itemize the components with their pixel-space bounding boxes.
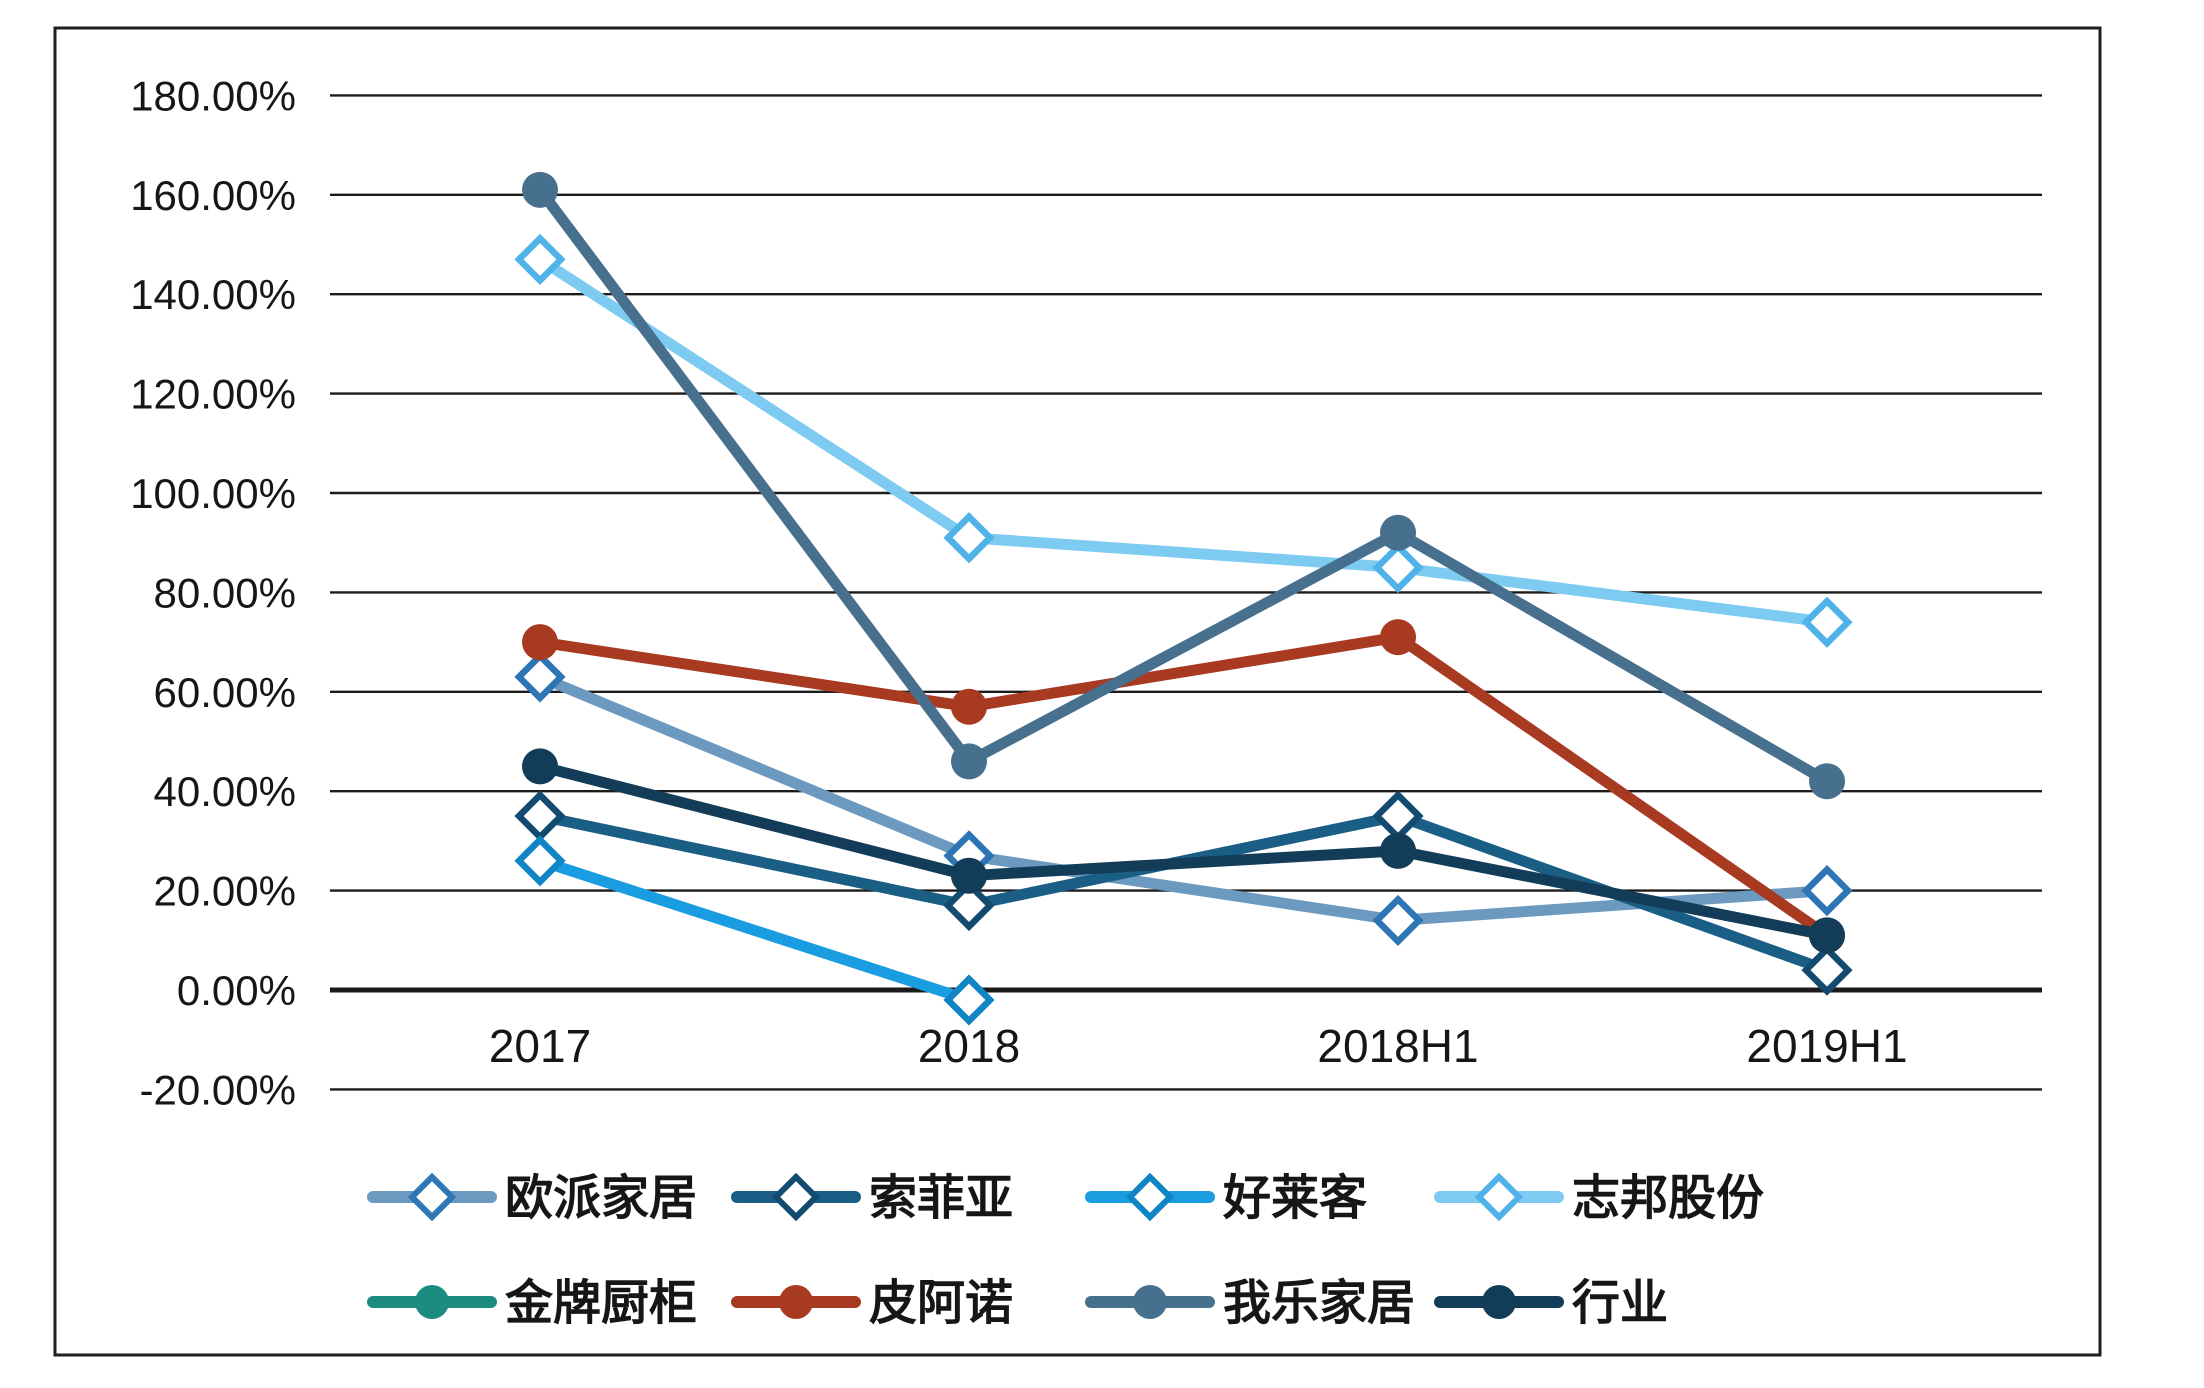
legend-label-oppein: 欧派家居 bbox=[505, 1172, 697, 1225]
marker-industry bbox=[1380, 832, 1416, 869]
legend-item-holike: 好莱客 bbox=[1085, 1172, 1367, 1225]
marker-suofeiya bbox=[1801, 944, 1853, 996]
marker-oppein bbox=[1372, 894, 1424, 947]
series-line-wole bbox=[534, 184, 1833, 787]
series-line-oppein bbox=[534, 671, 1833, 926]
y-tick-label: 120.00% bbox=[130, 371, 296, 418]
legend-marker-industry bbox=[1482, 1285, 1516, 1319]
series-line-holike bbox=[534, 855, 975, 1006]
marker-oppein bbox=[514, 651, 566, 703]
series-line-industry bbox=[534, 760, 1833, 941]
y-tick-label: 140.00% bbox=[130, 271, 296, 318]
marker-industry bbox=[951, 857, 987, 894]
marker-piano bbox=[951, 688, 987, 725]
y-tick-label: 20.00% bbox=[154, 868, 296, 915]
y-tick-label: 100.00% bbox=[130, 470, 296, 517]
legend-item-suofeiya: 索菲亚 bbox=[731, 1172, 1013, 1225]
legend-label-goldhome: 金牌厨柜 bbox=[504, 1277, 697, 1330]
legend-marker-suofeiya bbox=[771, 1172, 821, 1222]
y-tick-label: 60.00% bbox=[154, 669, 296, 716]
series-line-zbom bbox=[534, 253, 1833, 628]
marker-wole bbox=[951, 743, 987, 780]
marker-industry bbox=[522, 748, 558, 785]
legend-label-industry: 行业 bbox=[1572, 1277, 1668, 1330]
series-line-piano bbox=[534, 631, 1833, 941]
y-tick-label: 180.00% bbox=[130, 72, 296, 119]
legend-item-piano: 皮阿诺 bbox=[731, 1277, 1013, 1330]
series-markers bbox=[514, 171, 1853, 1026]
series-lines bbox=[534, 184, 1833, 1006]
marker-wole bbox=[522, 171, 558, 208]
y-tick-label: 40.00% bbox=[154, 768, 296, 815]
y-axis-labels: 180.00% 160.00% 140.00% 120.00% 100.00% 80.00… bbox=[130, 72, 296, 1113]
legend-label-zbom: 志邦股份 bbox=[1572, 1172, 1764, 1225]
legend-marker-wole bbox=[1133, 1285, 1167, 1319]
x-tick-label: 2017 bbox=[489, 1020, 591, 1072]
x-tick-label: 2018H1 bbox=[1317, 1020, 1478, 1072]
marker-wole bbox=[1380, 514, 1416, 551]
marker-suofeiya bbox=[943, 879, 995, 932]
marker-wole bbox=[1809, 763, 1845, 800]
legend-item-wole: 我乐家居 bbox=[1085, 1277, 1415, 1330]
legend-label-wole: 我乐家居 bbox=[1223, 1277, 1415, 1330]
legend-marker-zbom bbox=[1474, 1172, 1524, 1222]
marker-industry bbox=[1809, 917, 1845, 954]
legend-item-zbom: 志邦股份 bbox=[1434, 1172, 1764, 1225]
legend-label-holike: 好莱客 bbox=[1222, 1172, 1367, 1225]
legend-label-suofeiya: 索菲亚 bbox=[869, 1172, 1013, 1225]
marker-zbom bbox=[1372, 541, 1424, 594]
y-tick-label: 160.00% bbox=[130, 172, 296, 219]
marker-zbom bbox=[943, 512, 995, 564]
legend-item-goldhome: 金牌厨柜 bbox=[367, 1277, 697, 1330]
marker-oppein bbox=[1801, 865, 1853, 917]
y-tick-label: -20.00% bbox=[140, 1066, 296, 1113]
x-tick-label: 2019H1 bbox=[1746, 1020, 1907, 1072]
marker-holike bbox=[943, 974, 995, 1026]
legend-marker-holike bbox=[1125, 1172, 1175, 1222]
x-axis-labels: 2017 2018 2018H1 2019H1 bbox=[489, 1020, 1908, 1072]
marker-zbom bbox=[514, 233, 566, 286]
y-tick-label: 0.00% bbox=[177, 967, 296, 1014]
legend-item-oppein: 欧派家居 bbox=[367, 1172, 697, 1225]
legend-marker-piano bbox=[779, 1285, 813, 1319]
x-tick-label: 2018 bbox=[918, 1020, 1020, 1072]
marker-holike bbox=[514, 835, 566, 887]
legend-marker-oppein bbox=[407, 1172, 457, 1222]
marker-piano bbox=[1380, 619, 1416, 656]
marker-zbom bbox=[1801, 596, 1853, 648]
legend-item-industry: 行业 bbox=[1434, 1277, 1668, 1330]
legend-label-piano: 皮阿诺 bbox=[869, 1277, 1013, 1330]
y-tick-label: 80.00% bbox=[154, 569, 296, 616]
marker-piano bbox=[522, 624, 558, 661]
legend-marker-goldhome bbox=[415, 1285, 449, 1319]
